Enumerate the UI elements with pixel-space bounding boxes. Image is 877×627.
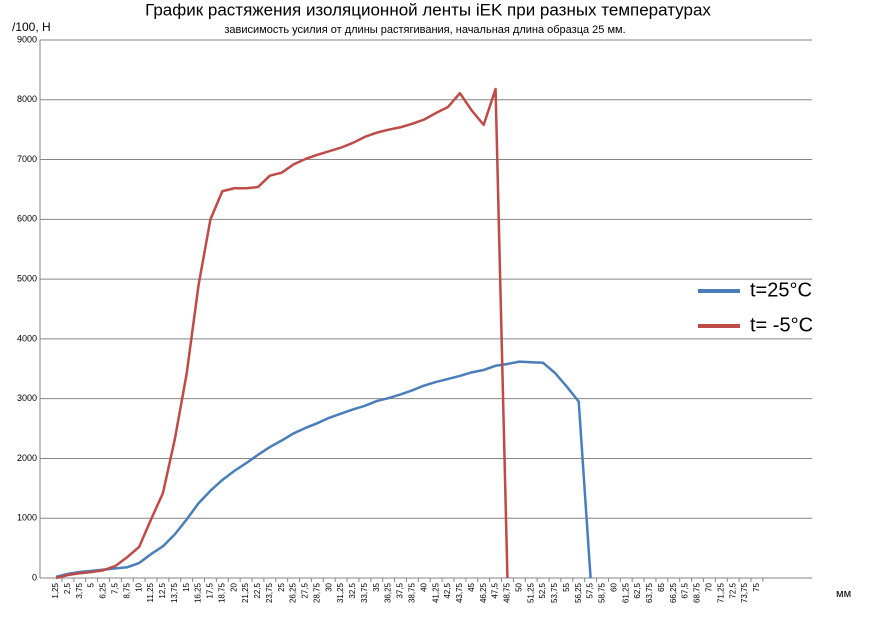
series-line	[55, 360, 592, 579]
x-tick-label: 56,25	[574, 582, 583, 603]
x-tick-label: 45	[467, 582, 476, 591]
x-tick-label: 75	[752, 582, 761, 591]
x-tick-label: 47,5	[491, 582, 500, 598]
x-tick-label: 63,75	[645, 582, 654, 603]
x-tick-label: 40	[419, 582, 428, 591]
x-tick-label: 33,75	[360, 582, 369, 603]
x-tick-label: 41,25	[431, 582, 440, 603]
x-tick-label: 6,25	[99, 582, 108, 598]
x-tick-label: 22,5	[253, 582, 262, 598]
x-tick-label: 13,75	[170, 582, 179, 603]
x-tick-label: 71,25	[716, 582, 725, 603]
x-tick-label: 50	[514, 582, 523, 591]
x-tick-label: 55	[562, 582, 571, 591]
x-tick-label: 72,5	[728, 582, 737, 598]
x-tick-label: 10	[134, 582, 143, 591]
x-tick-label: 53,75	[550, 582, 559, 603]
x-tick-label: 16,25	[194, 582, 203, 603]
y-tick-label: 1000	[17, 513, 37, 523]
y-tick-label: 2000	[17, 453, 37, 463]
x-tick-label: 20	[229, 582, 238, 591]
x-tick-label: 12,5	[158, 582, 167, 598]
x-tick-label: 58,75	[598, 582, 607, 603]
x-tick-label: 66,25	[669, 582, 678, 603]
y-tick-label: 8000	[17, 94, 37, 104]
y-tick-label: 3000	[17, 393, 37, 403]
x-tick-label: 26,25	[289, 582, 298, 603]
y-tick-label: 0	[32, 572, 37, 582]
x-tick-label: 42,5	[443, 582, 452, 598]
x-tick-label: 21,25	[241, 582, 250, 603]
x-tick-label: 18,75	[217, 582, 226, 603]
series-line	[55, 87, 509, 580]
x-tick-label: 3,75	[75, 582, 84, 598]
y-tick-label: 7000	[17, 154, 37, 164]
x-tick-label: 43,75	[455, 582, 464, 603]
y-tick-label: 6000	[17, 214, 37, 224]
y-axis-label: /100, Н	[12, 20, 51, 34]
x-tick-label: 65	[657, 582, 666, 591]
x-tick-label: 8,75	[122, 582, 131, 598]
x-tick-label: 25	[277, 582, 286, 591]
x-tick-label: 73,75	[740, 582, 749, 603]
x-tick-label: 15	[182, 582, 191, 591]
x-tick-label: 61,25	[621, 582, 630, 603]
y-tick-label: 5000	[17, 273, 37, 283]
x-tick-label: 30	[324, 582, 333, 591]
x-tick-label: 2,5	[63, 582, 72, 594]
x-tick-label: 46,25	[479, 582, 488, 603]
x-tick-label: 1,25	[51, 582, 60, 598]
x-tick-label: 68,75	[693, 582, 702, 603]
y-tick-label: 9000	[17, 34, 37, 44]
x-tick-label: 7,5	[111, 582, 120, 594]
x-tick-label: 27,5	[301, 582, 310, 598]
x-tick-label: 51,25	[526, 582, 535, 603]
x-tick-label: 17,5	[206, 582, 215, 598]
y-tick-label: 4000	[17, 333, 37, 343]
legend-label: t= -5°C	[750, 314, 813, 336]
x-tick-label: 60	[609, 582, 618, 591]
x-tick-label: 35	[372, 582, 381, 591]
x-axis-label: мм	[836, 588, 851, 600]
x-tick-label: 36,25	[384, 582, 393, 603]
x-tick-label: 48,75	[503, 582, 512, 603]
x-tick-label: 11,25	[146, 582, 155, 602]
x-tick-label: 31,25	[336, 582, 345, 603]
x-tick-label: 37,5	[396, 582, 405, 598]
x-tick-label: 67,5	[681, 582, 690, 598]
chart-subtitle: зависимость усилия от длины растягивания…	[224, 24, 625, 36]
x-tick-label: 28,75	[312, 582, 321, 603]
x-tick-label: 57,5	[586, 582, 595, 598]
x-tick-label: 52,5	[538, 582, 547, 598]
x-tick-label: 5	[87, 582, 96, 587]
x-tick-label: 23,75	[265, 582, 274, 603]
x-tick-label: 62,5	[633, 582, 642, 598]
legend-label: t=25°C	[750, 279, 812, 301]
x-tick-label: 70	[705, 582, 714, 591]
x-tick-label: 38,75	[408, 582, 417, 603]
x-tick-label: 32,5	[348, 582, 357, 598]
chart-title: График растяжения изоляционной ленты iEK…	[145, 0, 711, 19]
